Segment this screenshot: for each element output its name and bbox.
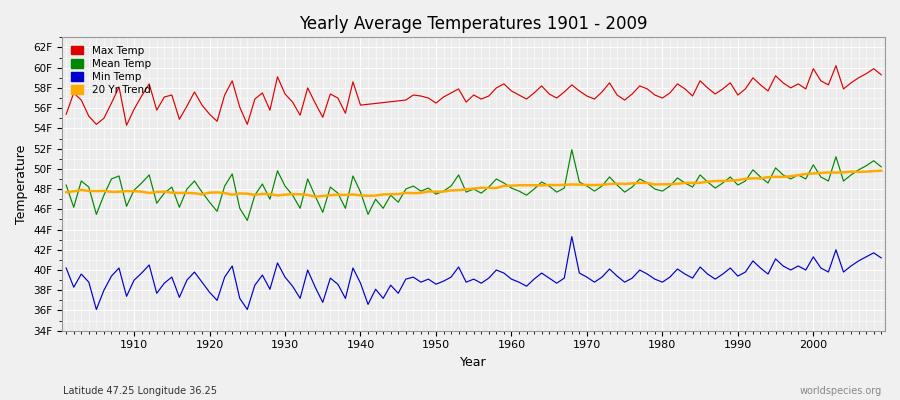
Text: worldspecies.org: worldspecies.org bbox=[800, 386, 882, 396]
Y-axis label: Temperature: Temperature bbox=[15, 144, 28, 224]
Title: Yearly Average Temperatures 1901 - 2009: Yearly Average Temperatures 1901 - 2009 bbox=[300, 15, 648, 33]
X-axis label: Year: Year bbox=[461, 356, 487, 369]
Text: Latitude 47.25 Longitude 36.25: Latitude 47.25 Longitude 36.25 bbox=[63, 386, 217, 396]
Legend: Max Temp, Mean Temp, Min Temp, 20 Yr Trend: Max Temp, Mean Temp, Min Temp, 20 Yr Tre… bbox=[68, 42, 154, 98]
